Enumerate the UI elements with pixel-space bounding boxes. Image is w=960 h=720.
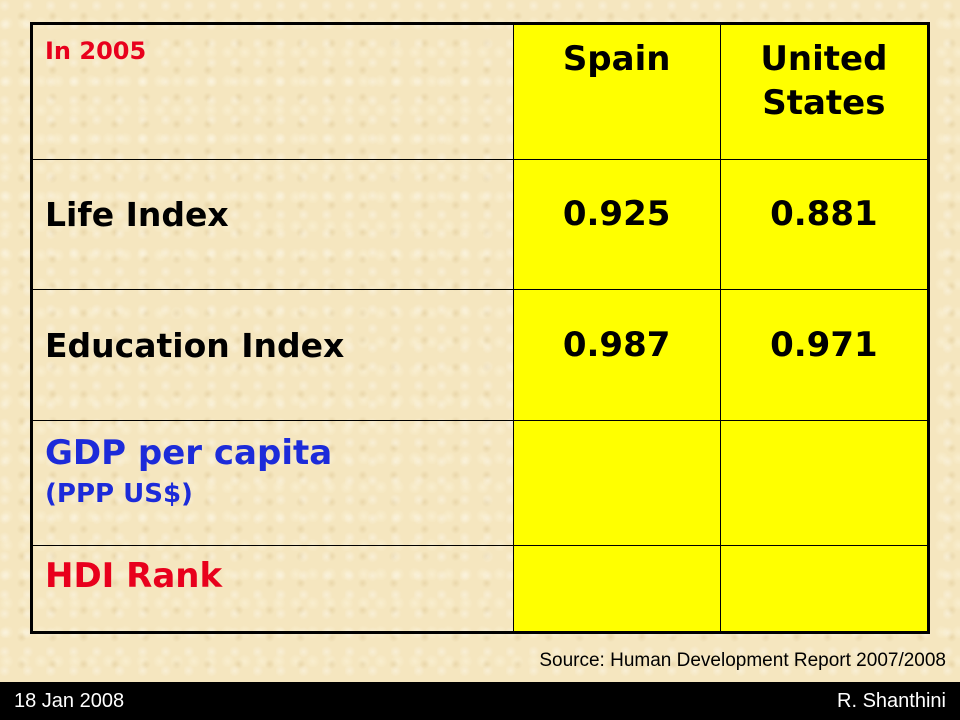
year-label: In 2005: [31, 23, 514, 160]
row-label-life-index: Life Index: [31, 158, 514, 291]
footer-bar: 18 Jan 2008 R. Shanthini: [0, 682, 960, 720]
row-label-hdi-rank: HDI Rank: [31, 544, 514, 634]
cell-hdi-rank-united-states: [719, 544, 930, 634]
table-header-row: In 2005 Spain United States: [31, 23, 930, 160]
cell-life-index-spain: 0.925: [512, 158, 721, 291]
cell-hdi-rank-spain: [512, 544, 721, 634]
gdp-unit-label: (PPP US$): [45, 478, 193, 509]
table-row-life-index: Life Index 0.925 0.881: [31, 158, 930, 291]
column-header-united-states: United States: [719, 23, 930, 160]
column-header-spain: Spain: [512, 23, 721, 160]
cell-education-index-spain: 0.987: [512, 289, 721, 421]
cell-life-index-united-states: 0.881: [719, 158, 930, 291]
row-label-education-index: Education Index: [31, 289, 514, 421]
table-row-hdi-rank: HDI Rank: [31, 544, 930, 634]
source-citation: Source: Human Development Report 2007/20…: [539, 650, 946, 671]
gdp-label: GDP per capita: [45, 432, 333, 473]
footer-author: R. Shanthini: [837, 690, 946, 712]
cell-gdp-united-states: [719, 419, 930, 546]
cell-gdp-spain: [512, 419, 721, 546]
cell-education-index-united-states: 0.971: [719, 289, 930, 421]
table-row-education-index: Education Index 0.987 0.971: [31, 289, 930, 421]
row-label-gdp-per-capita: GDP per capita (PPP US$): [31, 419, 514, 546]
footer-date: 18 Jan 2008: [14, 690, 125, 712]
table-row-gdp-per-capita: GDP per capita (PPP US$): [31, 419, 930, 546]
hdi-comparison-table: In 2005 Spain United States Life Index 0…: [30, 22, 930, 634]
